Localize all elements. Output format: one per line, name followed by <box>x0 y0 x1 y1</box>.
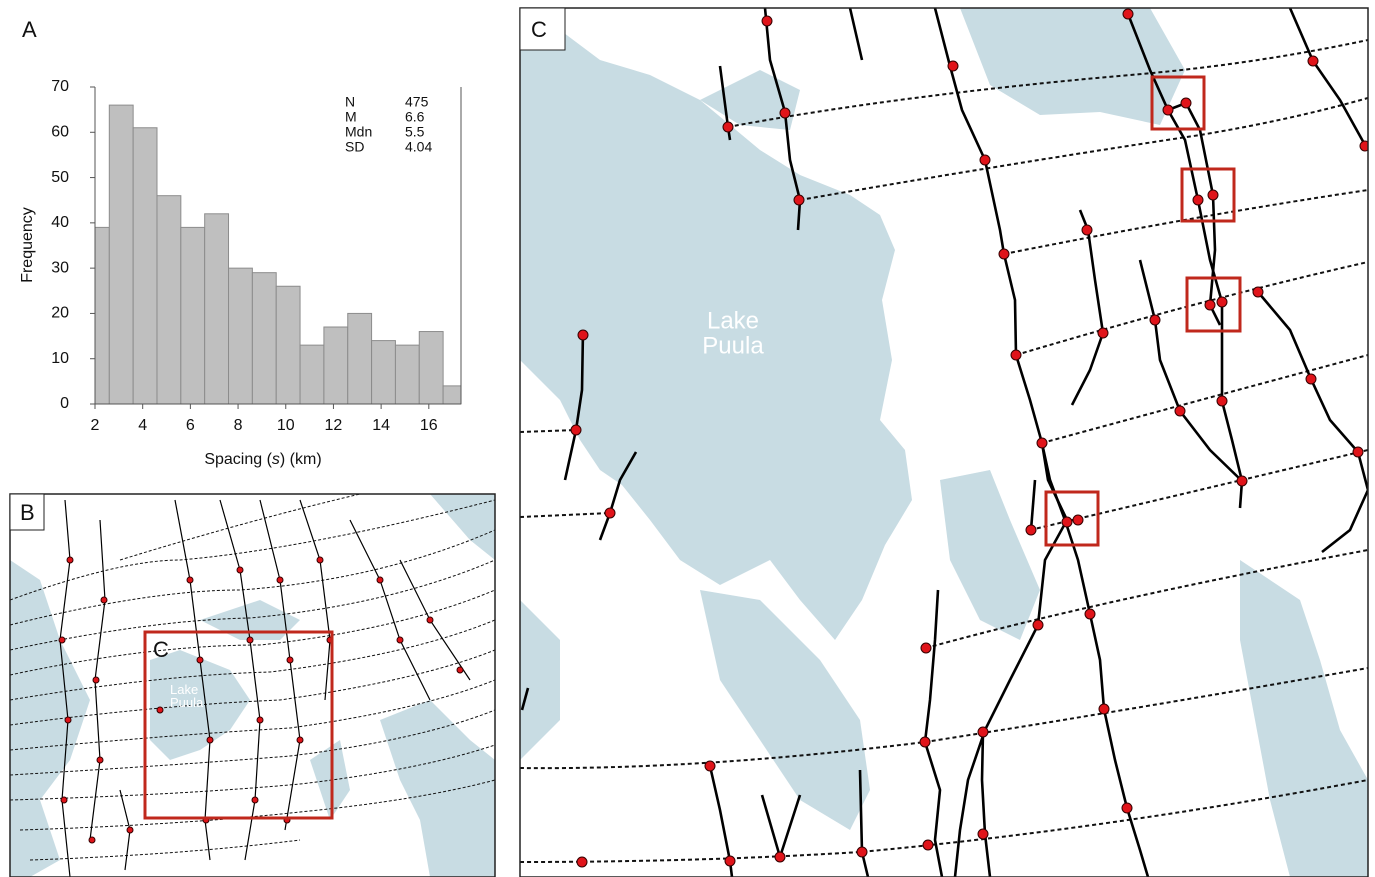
x-tick-label: 2 <box>91 417 100 434</box>
y-tick-label: 30 <box>51 259 69 276</box>
y-tick-label: 60 <box>51 124 69 141</box>
y-tick-label: 0 <box>60 395 69 412</box>
stat-label: SD <box>345 139 364 155</box>
stat-value: 5.5 <box>405 124 425 140</box>
x-tick-label: 8 <box>234 417 243 434</box>
x-axis-title-part: ) (km) <box>280 451 322 468</box>
x-axis-title-part: s <box>272 451 280 468</box>
figure: A 0 10 20 30 40 50 60 70 2 4 6 8 10 12 14 16 Spacing (s)… <box>0 0 1375 877</box>
bar <box>157 196 181 404</box>
x-tick-label: 6 <box>186 417 195 434</box>
y-axis-title: Frequency <box>19 207 36 283</box>
stat-value: 4.04 <box>405 139 432 155</box>
lake-label: Puula <box>170 695 204 710</box>
x-tick-label: 10 <box>277 417 295 434</box>
bar <box>229 268 253 404</box>
bar <box>95 227 109 404</box>
stat-value: 475 <box>405 94 429 110</box>
x-tick-label: 4 <box>138 417 147 434</box>
x-tick-label: 12 <box>325 417 343 434</box>
bar <box>133 128 157 404</box>
inset-label: C <box>153 637 169 662</box>
bar <box>395 345 419 404</box>
histogram: 0 10 20 30 40 50 60 70 2 4 6 8 10 12 14 16 Spacing (s) (… <box>19 78 461 468</box>
x-axis-title: Spacing (s) (km) <box>204 451 321 468</box>
stat-value: 6.6 <box>405 109 425 125</box>
bar <box>372 341 396 404</box>
bar <box>252 273 276 404</box>
bar <box>443 386 461 404</box>
bar <box>205 214 229 404</box>
lake-label: Puula <box>702 332 764 359</box>
stat-label: Mdn <box>345 124 372 140</box>
stat-label: N <box>345 94 355 110</box>
panel-label: C <box>531 17 547 42</box>
panel-label: B <box>20 500 35 525</box>
y-tick-label: 50 <box>51 169 69 186</box>
bar <box>181 227 205 404</box>
bar <box>276 286 300 404</box>
bar <box>348 313 372 404</box>
y-tick-label: 20 <box>51 305 69 322</box>
panel-label: A <box>22 17 37 42</box>
y-tick-label: 40 <box>51 214 69 231</box>
bar <box>419 332 443 404</box>
bar <box>324 327 348 404</box>
map-b: B C Lake Puula <box>10 494 495 877</box>
x-tick-label: 14 <box>372 417 390 434</box>
x-axis-title-part: Spacing ( <box>204 451 272 468</box>
bar <box>109 105 133 404</box>
y-tick-label: 70 <box>51 78 69 95</box>
stat-label: M <box>345 109 357 125</box>
x-tick-label: 16 <box>420 417 438 434</box>
map-c: C Lake Puula <box>520 8 1370 877</box>
bar <box>300 345 324 404</box>
lake-label: Lake <box>707 307 759 334</box>
y-tick-label: 10 <box>51 350 69 367</box>
